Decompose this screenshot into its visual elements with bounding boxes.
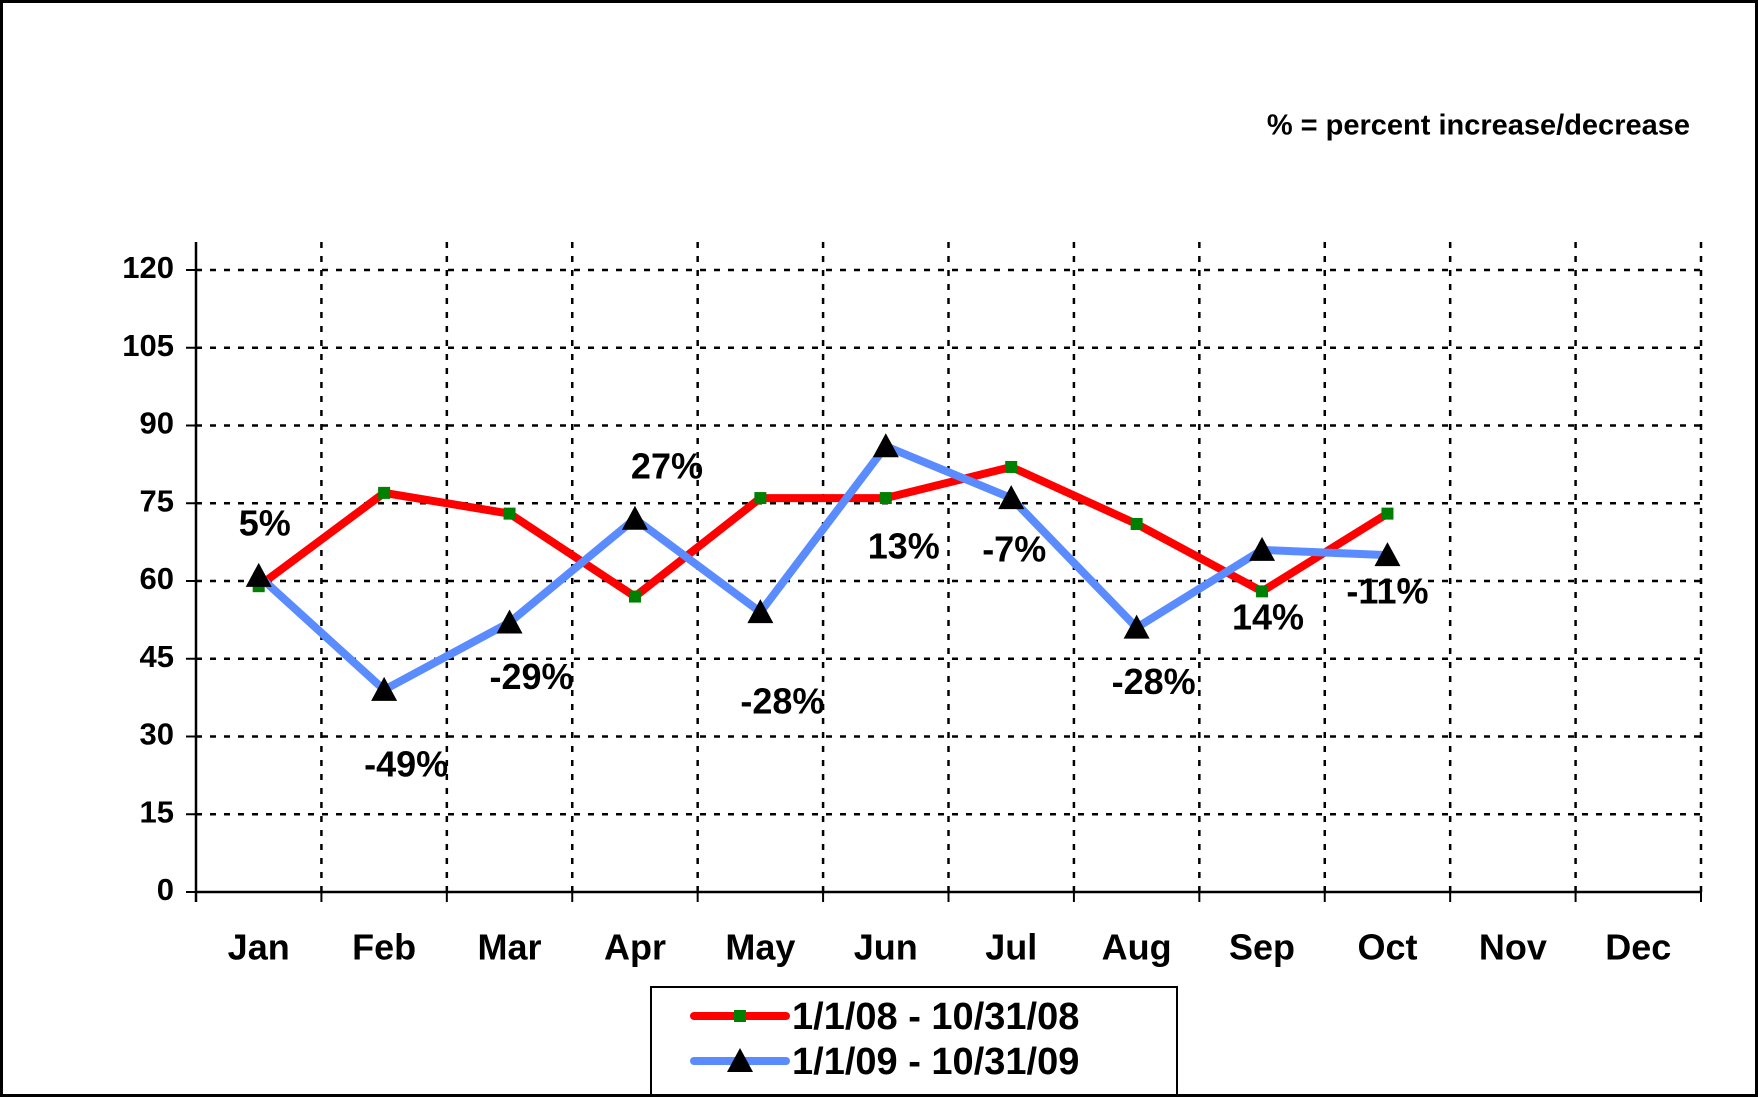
change-label: 27% — [631, 445, 703, 486]
x-tick-label: Nov — [1479, 927, 1547, 968]
marker — [727, 1048, 753, 1072]
x-tick-label: Feb — [352, 927, 416, 968]
marker — [1374, 542, 1401, 567]
change-label: -28% — [1112, 661, 1196, 702]
marker — [879, 492, 892, 505]
marker — [378, 486, 391, 499]
marker — [1381, 507, 1394, 520]
change-label: -49% — [364, 743, 448, 784]
y-tick-label: 15 — [140, 794, 174, 829]
change-label: -28% — [740, 681, 824, 722]
legend-label: 1/1/09 - 10/31/09 — [792, 1041, 1079, 1083]
marker — [1256, 585, 1269, 598]
change-label: -7% — [982, 529, 1046, 570]
marker — [245, 562, 272, 587]
x-tick-label: Sep — [1229, 927, 1295, 968]
x-tick-label: Jun — [854, 927, 918, 968]
marker — [371, 676, 398, 701]
marker — [734, 1010, 746, 1022]
x-tick-label: Jul — [985, 927, 1037, 968]
marker — [1249, 536, 1276, 561]
x-tick-label: Aug — [1102, 927, 1172, 968]
series-line — [256, 462, 1390, 601]
change-label: 14% — [1232, 596, 1304, 637]
marker — [628, 590, 641, 603]
change-label: -29% — [490, 656, 574, 697]
y-tick-label: 75 — [140, 483, 174, 518]
marker — [872, 433, 899, 458]
marker — [998, 485, 1025, 510]
x-tick-label: Mar — [478, 927, 542, 968]
x-tick-label: Oct — [1357, 927, 1417, 968]
y-tick-label: 0 — [157, 872, 174, 907]
y-tick-label: 60 — [140, 561, 174, 596]
y-tick-label: 105 — [122, 328, 174, 363]
note: % = percent increase/decrease — [1267, 110, 1690, 142]
series-line — [256, 442, 1388, 694]
change-label: -11% — [1346, 571, 1428, 612]
x-tick-label: May — [725, 927, 795, 968]
x-tick-label: Dec — [1605, 927, 1671, 968]
marker — [754, 492, 767, 505]
change-label: 5% — [239, 502, 291, 543]
change-label: 13% — [868, 526, 940, 567]
legend-label: 1/1/08 - 10/31/08 — [792, 996, 1079, 1038]
legend — [650, 986, 1178, 1096]
y-tick-label: 30 — [140, 717, 174, 752]
marker — [496, 609, 523, 634]
marker — [1130, 517, 1143, 530]
marker — [621, 505, 648, 530]
marker — [1123, 614, 1150, 639]
marker — [747, 599, 774, 624]
y-tick-label: 45 — [140, 639, 174, 674]
marker — [503, 507, 516, 520]
y-tick-label: 90 — [140, 406, 174, 441]
y-tick-label: 120 — [122, 250, 174, 285]
x-tick-label: Apr — [604, 927, 666, 968]
marker — [1005, 460, 1018, 473]
x-tick-label: Jan — [228, 927, 290, 968]
